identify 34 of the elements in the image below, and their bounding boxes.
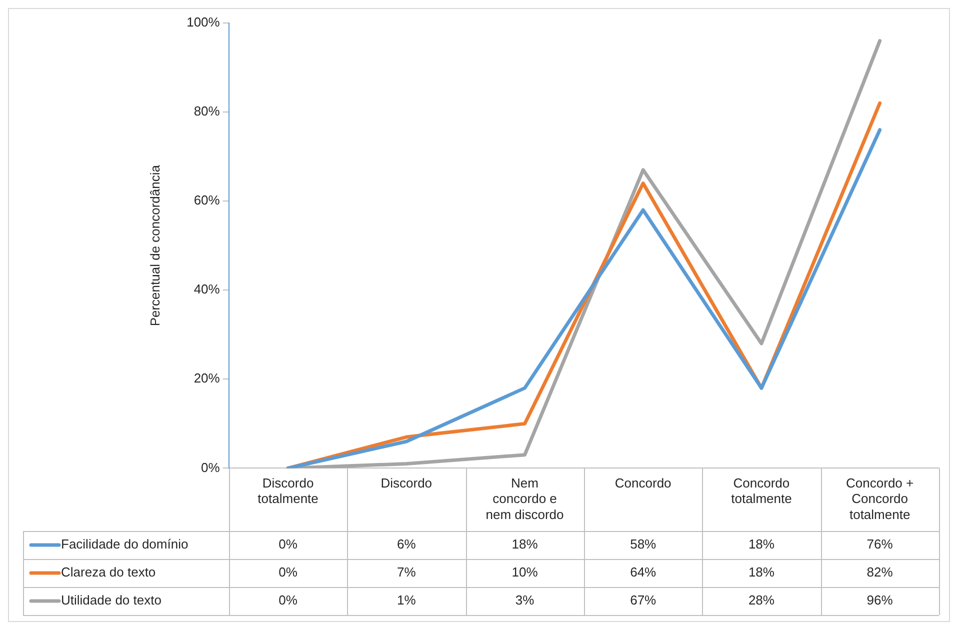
y-tick-label: 40% (194, 282, 220, 297)
y-tick-label: 100% (186, 14, 220, 30)
y-tick-label: 80% (194, 104, 220, 119)
data-label: 0% (278, 536, 298, 552)
data-label: 58% (630, 536, 657, 552)
legend-label: Facilidade do domínio (61, 536, 188, 552)
y-axis-title: Percentual de concordância (147, 164, 162, 326)
data-label: 1% (396, 592, 416, 608)
x-tick-label: Concordo + Concordo totalmente (846, 476, 914, 522)
data-label: 0% (278, 564, 298, 580)
y-tick-label: 20% (194, 370, 220, 386)
x-tick-label: Discordo totalmente (258, 476, 318, 506)
legend-label: Clareza do texto (61, 564, 156, 580)
data-label: 67% (630, 592, 657, 608)
data-label: 18% (748, 564, 775, 580)
x-tick-label: Discordo (380, 476, 432, 491)
data-label: 64% (630, 564, 657, 580)
data-label: 3% (515, 592, 535, 608)
x-tick-label: Concordo totalmente (731, 476, 792, 506)
data-label: 7% (396, 564, 416, 580)
data-label: 82% (866, 564, 894, 580)
data-label: 10% (512, 564, 538, 580)
data-label: 0% (278, 592, 298, 608)
y-tick-label: 0% (201, 460, 220, 475)
x-tick-label: Nem concordo e nem discordo (486, 476, 564, 522)
data-label: 6% (396, 536, 416, 552)
y-tick-label: 60% (194, 192, 220, 208)
data-label: 96% (866, 592, 894, 608)
x-tick-label: Concordo (614, 476, 672, 491)
data-label: 18% (748, 536, 775, 552)
data-label: 18% (512, 536, 538, 552)
legend-label: Utilidade do texto (61, 592, 162, 608)
data-label: 76% (866, 536, 894, 552)
data-label: 28% (748, 592, 775, 608)
